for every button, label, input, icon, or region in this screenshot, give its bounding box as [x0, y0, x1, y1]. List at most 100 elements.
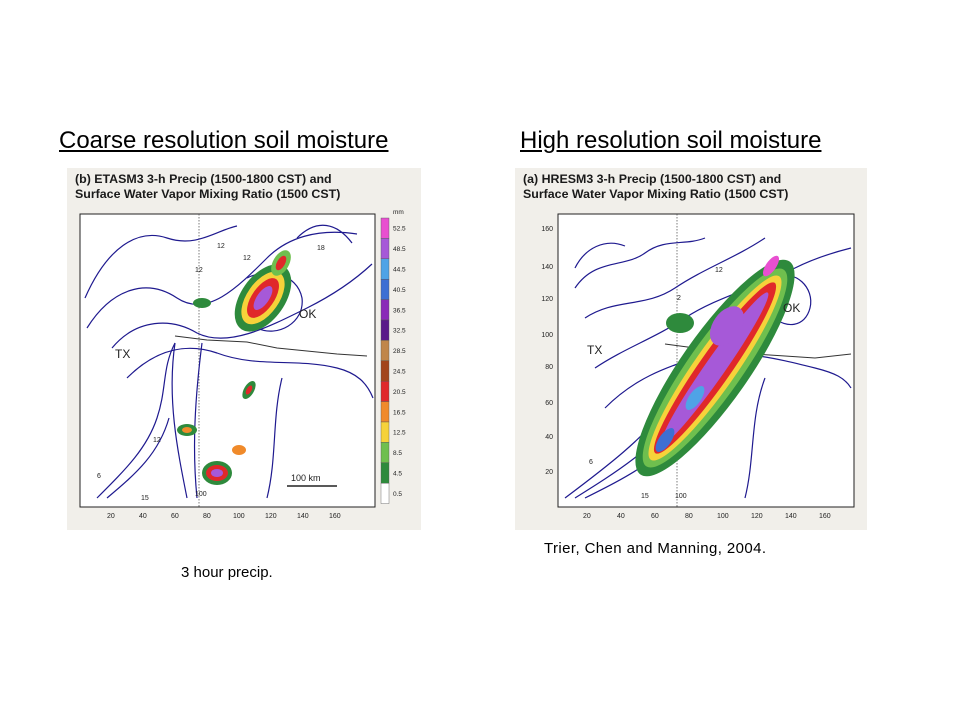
high-res-contour — [584, 237, 766, 319]
svg-text:20: 20 — [545, 469, 553, 476]
high-res-map-title-line1: (a) HRESM3 3-h Precip (1500-1800 CST) an… — [523, 172, 782, 186]
coarse-contour-label: 12 — [153, 437, 161, 444]
high-res-map-graphic: TX OK 12 2 6 15 100 20 40 60 80 100 120 … — [541, 213, 855, 520]
high-res-contour-label: 6 — [589, 459, 593, 466]
coarse-map-state-border — [174, 335, 368, 357]
colorbar-swatch — [380, 299, 390, 321]
high-res-contour-label: 2 — [677, 295, 681, 302]
coarse-scale-bar-label: 100 km — [291, 473, 321, 483]
colorbar-swatch — [380, 278, 390, 300]
coarse-map-title: (b) ETASM3 3-h Precip (1500-1800 CST) an… — [75, 172, 340, 202]
svg-text:60: 60 — [545, 400, 553, 407]
svg-text:20: 20 — [107, 513, 115, 520]
high-res-contour-label: 100 — [675, 493, 687, 500]
colorbar-swatch — [380, 483, 390, 504]
high-res-x-axis-ticks: 20 40 60 80 100 120 140 160 — [583, 513, 831, 520]
high-res-precip-band — [635, 255, 795, 477]
coarse-map-frame — [79, 213, 376, 508]
coarse-precip-map-panel: (b) ETASM3 3-h Precip (1500-1800 CST) an… — [67, 168, 421, 530]
coarse-contour — [111, 263, 373, 349]
coarse-contour — [86, 231, 358, 329]
svg-text:80: 80 — [685, 513, 693, 520]
colorbar-swatch — [380, 238, 390, 260]
svg-text:100: 100 — [233, 513, 245, 520]
colorbar-swatch — [380, 401, 390, 423]
colorbar-swatch — [380, 217, 390, 239]
coarse-contour — [171, 342, 188, 499]
coarse-label-tx: TX — [115, 347, 130, 361]
high-res-precip-map-panel: (a) HRESM3 3-h Precip (1500-1800 CST) an… — [515, 168, 867, 530]
svg-text:40: 40 — [617, 513, 625, 520]
high-res-contour — [574, 242, 626, 269]
coarse-contour-label: 12 — [243, 255, 251, 262]
colorbar-label: 16.5 — [393, 409, 406, 416]
coarse-label-ok: OK — [299, 307, 316, 321]
colorbar-labels: 52.5 48.5 44.5 40.5 36.5 32.5 28.5 24.5 20.5 16.5… — [393, 226, 406, 498]
colorbar-label: 24.5 — [393, 369, 406, 376]
high-res-map-title-line2: Surface Water Vapor Mixing Ratio (1500 C… — [523, 187, 789, 201]
svg-text:80: 80 — [203, 513, 211, 520]
colorbar — [380, 217, 390, 504]
svg-text:120: 120 — [541, 296, 553, 303]
svg-text:20: 20 — [583, 513, 591, 520]
coarse-contour-label: 12 — [195, 267, 203, 274]
colorbar-label: 32.5 — [393, 328, 406, 335]
colorbar-label: 44.5 — [393, 267, 406, 274]
coarse-contour — [106, 417, 170, 499]
svg-text:60: 60 — [651, 513, 659, 520]
colorbar-label: 12.5 — [393, 430, 406, 437]
svg-text:140: 140 — [785, 513, 797, 520]
coarse-map-title-line1: (b) ETASM3 3-h Precip (1500-1800 CST) an… — [75, 172, 332, 186]
coarse-contour — [84, 225, 238, 299]
coarse-contour-label: 15 — [141, 495, 149, 502]
svg-text:60: 60 — [171, 513, 179, 520]
high-res-contour — [744, 377, 766, 499]
coarse-map-graphic: TX OK 12 12 12 18 12 6 15 100 100 km 20 … — [79, 209, 406, 520]
colorbar-swatch — [380, 258, 390, 280]
coarse-precip-blobs — [177, 250, 292, 485]
high-res-y-axis-ticks: 160 140 120 100 80 60 40 20 — [541, 226, 553, 476]
svg-text:100: 100 — [541, 332, 553, 339]
svg-text:160: 160 — [329, 513, 341, 520]
colorbar-swatch — [380, 462, 390, 484]
svg-text:100: 100 — [717, 513, 729, 520]
colorbar-label: 4.5 — [393, 471, 402, 478]
colorbar-label: 40.5 — [393, 287, 406, 294]
svg-text:160: 160 — [541, 226, 553, 233]
svg-text:140: 140 — [541, 264, 553, 271]
caption-citation: Trier, Chen and Manning, 2004. — [544, 540, 767, 557]
coarse-contour-label: 12 — [217, 243, 225, 250]
colorbar-swatch — [380, 380, 390, 402]
high-res-map-title: (a) HRESM3 3-h Precip (1500-1800 CST) an… — [523, 172, 788, 202]
high-res-label-ok: OK — [783, 301, 800, 315]
colorbar-label: 8.5 — [393, 450, 402, 457]
colorbar-swatch — [380, 340, 390, 361]
coarse-x-axis-ticks: 20 40 60 80 100 120 140 160 — [107, 513, 341, 520]
colorbar-unit: mm — [393, 209, 404, 216]
coarse-contour-label: 18 — [317, 245, 325, 252]
colorbar-label: 36.5 — [393, 307, 406, 314]
svg-text:40: 40 — [139, 513, 147, 520]
heading-high-resolution: High resolution soil moisture — [520, 127, 822, 154]
svg-text:120: 120 — [751, 513, 763, 520]
svg-text:160: 160 — [819, 513, 831, 520]
high-res-contour-label: 12 — [715, 267, 723, 274]
coarse-contour — [296, 224, 353, 244]
colorbar-label: 52.5 — [393, 226, 406, 233]
coarse-map-contours — [84, 224, 374, 499]
svg-text:120: 120 — [265, 513, 277, 520]
high-res-contour — [594, 247, 852, 369]
colorbar-swatch — [380, 319, 390, 341]
high-res-contour-label: 15 — [641, 493, 649, 500]
heading-coarse-resolution: Coarse resolution soil moisture — [59, 127, 389, 154]
svg-text:80: 80 — [545, 364, 553, 371]
colorbar-label: 20.5 — [393, 389, 406, 396]
coarse-contour — [266, 377, 283, 499]
colorbar-swatch — [380, 421, 390, 443]
high-res-contour — [574, 237, 706, 289]
colorbar-label: 0.5 — [393, 491, 402, 498]
coarse-contour — [96, 342, 176, 499]
coarse-contour — [193, 342, 203, 499]
coarse-map-title-line2: Surface Water Vapor Mixing Ratio (1500 C… — [75, 187, 341, 201]
colorbar-label: 28.5 — [393, 348, 406, 355]
